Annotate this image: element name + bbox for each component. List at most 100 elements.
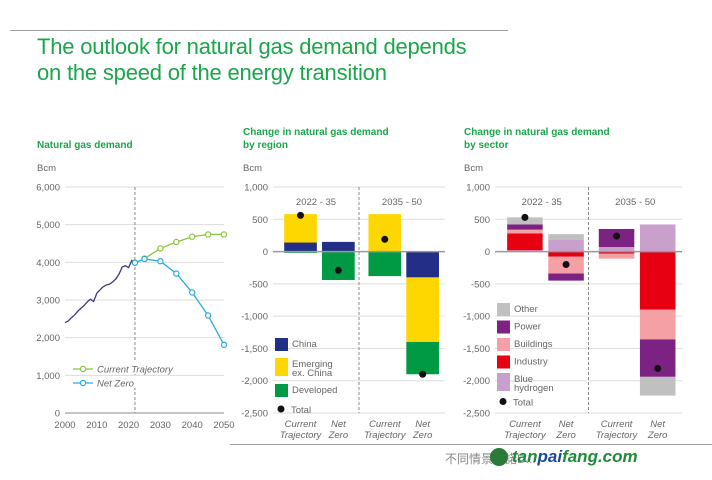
bar-segment-china: [406, 251, 439, 278]
y-tick-label: 3,000: [36, 296, 60, 307]
category-label: Trajectory: [280, 430, 323, 441]
category-label: Current: [369, 419, 401, 430]
category-label: Zero: [555, 430, 576, 441]
data-point: [188, 233, 196, 240]
legend-swatch-developed: [275, 384, 288, 397]
y-tick-label: -2,500: [241, 409, 268, 420]
category-label: Zero: [412, 430, 433, 441]
legend-swatch-other: [497, 303, 510, 316]
bar-segment-other: [548, 234, 584, 240]
legend-swatch-marker: [79, 379, 87, 387]
category-label: Trajectory: [364, 430, 407, 441]
y-tick-label: 6,000: [36, 183, 60, 194]
page-title-line1: The outlook for natural gas demand depen…: [37, 34, 467, 59]
x-tick-label: 2020: [118, 420, 139, 431]
series-line-current-trajectory: [134, 233, 224, 264]
bar-segment-emerging: [368, 214, 402, 251]
total-marker: [613, 232, 621, 240]
bar-segment-developed: [322, 251, 355, 280]
bar-segment-industry: [598, 251, 635, 254]
bar-segment-industry: [548, 251, 584, 257]
category-label: Net: [415, 419, 430, 430]
legend-label: ex. China: [292, 368, 333, 379]
y-tick-label: 0: [55, 409, 60, 420]
legend-label: Industry: [514, 357, 548, 368]
y-tick-label: -500: [249, 279, 268, 290]
data-point: [141, 255, 148, 263]
watermark-brand: tanpaifang.com: [512, 447, 638, 467]
y-tick-label: 5,000: [36, 220, 60, 231]
legend-label: Power: [514, 322, 541, 333]
bar-segment-china: [284, 242, 317, 252]
y-tick-label: 500: [474, 215, 490, 226]
brand-part-c: fang.com: [562, 447, 638, 466]
legend-label: Net Zero: [97, 379, 134, 390]
bar-segment-power: [507, 224, 543, 230]
bar-segment-china: [322, 241, 355, 252]
legend-swatch-power: [497, 320, 510, 334]
category-label: Zero: [328, 430, 349, 441]
y-tick-label: -1,000: [463, 312, 490, 323]
y-tick-label: 0: [485, 247, 490, 258]
legend-label: Developed: [292, 385, 337, 396]
page-title: The outlook for natural gas demand depen…: [37, 34, 467, 86]
bar-segment-emerging: [406, 277, 439, 342]
legend-bg: [71, 362, 181, 374]
category-label: Net: [331, 419, 346, 430]
x-tick-label: 2000: [54, 420, 75, 431]
x-tick-label: 2010: [86, 420, 107, 431]
watermark-logo-icon: [490, 448, 508, 466]
category-label: Net: [650, 419, 665, 430]
category-label: Net: [559, 419, 574, 430]
line-chart-title: Natural gas demand: [37, 140, 133, 151]
legend-label: Total: [291, 405, 311, 416]
data-point: [188, 289, 196, 296]
data-point: [204, 312, 212, 319]
legend-label: Buildings: [514, 339, 553, 350]
bar-segment-industry: [639, 251, 676, 310]
y-tick-label: 0: [263, 247, 268, 258]
legend-swatch-total: [277, 405, 285, 413]
y-tick-label: 1,000: [244, 183, 268, 194]
total-marker: [562, 260, 570, 268]
bar-segment-blue_hydrogen: [548, 239, 584, 252]
legend-swatch-total: [499, 398, 507, 405]
legend-label: Other: [514, 304, 538, 315]
data-point: [220, 231, 228, 238]
data-point: [220, 341, 228, 349]
total-marker: [381, 235, 389, 243]
data-point: [157, 245, 164, 252]
bar-segment-buildings: [598, 253, 635, 259]
brand-part-a: tan: [512, 447, 538, 466]
legend-swatch-buildings: [497, 338, 510, 351]
brand-part-b: pai: [537, 447, 563, 466]
series-line-historical: [64, 259, 136, 324]
category-label: Current: [601, 419, 633, 430]
sector-chart-title: Change in natural gas demand by sector: [464, 127, 610, 151]
legend-label: Emerging: [292, 359, 333, 370]
region-chart-title: Change in natural gas demand by region: [243, 127, 389, 151]
bar-segment-other: [639, 376, 676, 396]
legend-label: hydrogen: [514, 383, 554, 394]
y-tick-label: -1,500: [463, 344, 490, 355]
total-marker: [334, 266, 342, 274]
legend-label: Blue: [514, 374, 533, 385]
y-tick-label: -1,000: [241, 312, 268, 323]
total-marker: [521, 213, 529, 221]
bar-segment-industry: [507, 233, 543, 251]
period-label: 2035 - 50: [615, 197, 655, 208]
bar-segment-blue_hydrogen: [598, 247, 635, 252]
bar-segment-other: [507, 217, 543, 225]
data-point: [157, 258, 164, 265]
legend-swatch-marker: [79, 365, 87, 373]
data-point: [204, 231, 212, 238]
top-rule: [10, 30, 508, 31]
y-tick-label: -2,000: [463, 376, 490, 387]
y-tick-label: 500: [252, 215, 268, 226]
legend-label: China: [292, 339, 318, 350]
y-tick-label: 1,000: [466, 183, 490, 194]
x-tick-label: 2030: [150, 420, 171, 431]
total-marker: [654, 364, 662, 372]
period-label: 2022 - 35: [296, 197, 336, 208]
